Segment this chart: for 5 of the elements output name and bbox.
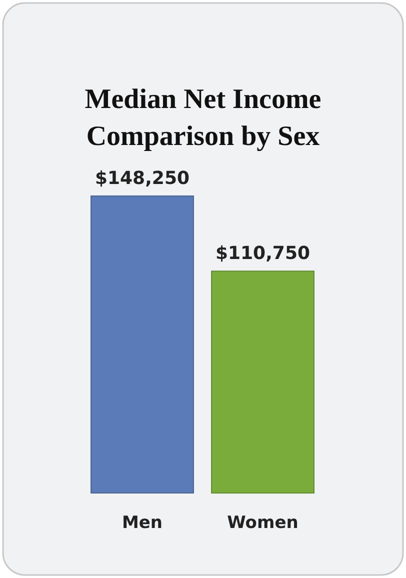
chart-title: Median Net Income Comparison by Sex: [84, 84, 322, 152]
x-tick-label: Men: [122, 513, 163, 533]
data-label: $148,250: [94, 168, 190, 189]
data-label: $110,750: [216, 243, 310, 264]
x-tick-label: Women: [227, 513, 298, 533]
